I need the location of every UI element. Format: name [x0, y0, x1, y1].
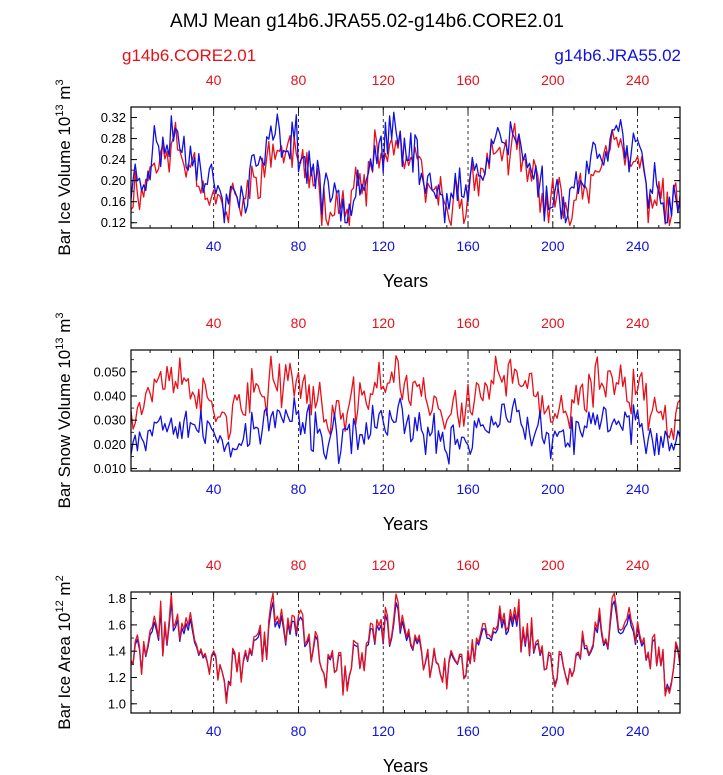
xtick-label-bottom: 240 [626, 723, 650, 739]
xtick-label-top: 240 [626, 72, 650, 88]
y-axis-label: Bar Ice Area 1012 m2 [54, 575, 74, 729]
plot-frame [130, 349, 681, 472]
series-line-jra [130, 111, 681, 224]
ytick-label: 1.0 [108, 696, 126, 711]
ytick-label: 0.020 [93, 437, 126, 452]
ytick-label: 0.32 [101, 110, 126, 125]
xtick-label-top: 40 [206, 72, 222, 88]
xtick-label-bottom: 240 [626, 481, 650, 497]
ytick-label: 1.2 [108, 670, 126, 685]
ytick-label: 0.050 [93, 364, 126, 379]
series-line-core [130, 355, 681, 441]
ice-volume-panel: 0.12 0.16 0.20 0.24 0.28 0.32 40 40 80 80 120 120 16… [54, 72, 681, 291]
xtick-label-bottom: 80 [291, 481, 307, 497]
legend-core-label: g14b6.CORE2.01 [122, 46, 256, 65]
xtick-label-top: 240 [626, 557, 650, 573]
xtick-label-bottom: 200 [541, 238, 565, 254]
xtick-label-top: 200 [541, 315, 565, 331]
xtick-label-bottom: 40 [206, 723, 222, 739]
xtick-label-bottom: 40 [206, 238, 222, 254]
chart-title: AMJ Mean g14b6.JRA55.02-g14b6.CORE2.01 [170, 11, 564, 32]
xtick-label-bottom: 200 [541, 481, 565, 497]
ytick-label: 0.010 [93, 461, 126, 476]
xtick-label-top: 40 [206, 557, 222, 573]
ytick-label: 0.16 [101, 194, 126, 209]
xtick-label-bottom: 160 [456, 481, 480, 497]
xtick-label-top: 240 [626, 315, 650, 331]
xtick-label-bottom: 120 [372, 481, 396, 497]
ytick-label: 1.4 [108, 644, 126, 659]
ytick-label: 0.030 [93, 413, 126, 428]
xtick-label-bottom: 200 [541, 723, 565, 739]
y-axis-label: Bar Snow Volume 1013 m3 [54, 312, 74, 508]
xtick-label-top: 40 [206, 315, 222, 331]
x-axis-label: Years [383, 271, 428, 291]
x-axis-label: Years [383, 514, 428, 534]
ytick-label: 0.20 [101, 173, 126, 188]
xtick-label-bottom: 80 [291, 238, 307, 254]
series-line-core [130, 592, 681, 704]
legend-jra-label: g14b6.JRA55.02 [554, 46, 681, 65]
y-axis-label: Bar Ice Volume 1013 m3 [54, 79, 74, 255]
xtick-label-top: 160 [456, 557, 480, 573]
ytick-label: 0.12 [101, 215, 126, 230]
ytick-label: 0.28 [101, 131, 126, 146]
xtick-label-bottom: 120 [372, 238, 396, 254]
xtick-label-top: 200 [541, 557, 565, 573]
xtick-label-bottom: 160 [456, 723, 480, 739]
xtick-label-bottom: 80 [291, 723, 307, 739]
ytick-label: 1.6 [108, 617, 126, 632]
plot-frame [130, 106, 681, 229]
ytick-label: 0.040 [93, 388, 126, 403]
ice-area-panel: 1.0 1.2 1.4 1.6 1.8 40 40 80 80 120 120 160 160 200 20… [54, 557, 681, 775]
xtick-label-bottom: 160 [456, 238, 480, 254]
xtick-label-bottom: 240 [626, 238, 650, 254]
xtick-label-top: 120 [372, 557, 396, 573]
xtick-label-top: 80 [291, 315, 307, 331]
xtick-label-top: 120 [372, 315, 396, 331]
xtick-label-top: 200 [541, 72, 565, 88]
xtick-label-top: 160 [456, 315, 480, 331]
xtick-label-bottom: 40 [206, 481, 222, 497]
series-line-jra [130, 397, 681, 465]
xtick-label-top: 160 [456, 72, 480, 88]
x-axis-label: Years [383, 756, 428, 775]
plot-frame [130, 591, 681, 714]
xtick-label-top: 80 [291, 72, 307, 88]
ytick-label: 1.8 [108, 591, 126, 606]
ytick-label: 0.24 [101, 152, 126, 167]
xtick-label-top: 80 [291, 557, 307, 573]
xtick-label-top: 120 [372, 72, 396, 88]
snow-volume-panel: 0.010 0.020 0.030 0.040 0.050 40 40 80 80 120 120 1… [54, 312, 681, 534]
xtick-label-bottom: 120 [372, 723, 396, 739]
